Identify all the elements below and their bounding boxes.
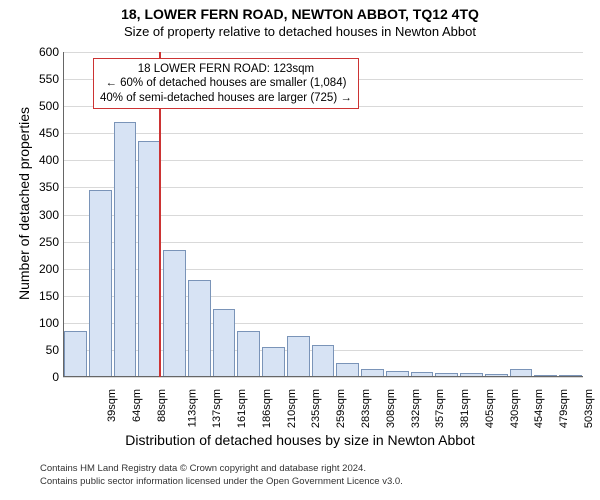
xtick-label: 332sqm [410,389,422,428]
histogram-bar [312,345,335,378]
ytick-label: 300 [19,208,59,222]
xtick-label: 283sqm [360,389,372,428]
xtick-label: 113sqm [186,389,198,427]
xtick-label: 405sqm [484,389,496,428]
x-axis-label: Distribution of detached houses by size … [0,432,600,448]
xtick-label: 137sqm [212,389,224,428]
ytick-label: 550 [19,72,59,86]
footnote-2: Contains public sector information licen… [40,476,403,487]
y-axis-line [63,52,64,377]
xtick-label: 430sqm [509,389,521,428]
xtick-label: 259sqm [335,389,347,428]
title-line-1: 18, LOWER FERN ROAD, NEWTON ABBOT, TQ12 … [0,6,600,22]
xtick-label: 308sqm [385,389,397,428]
callout-box: 18 LOWER FERN ROAD: 123sqm ← 60% of deta… [93,58,359,109]
ytick-label: 100 [19,316,59,330]
histogram-bar [163,250,186,377]
ytick-label: 400 [19,153,59,167]
ytick-label: 450 [19,126,59,140]
histogram-bar [237,331,260,377]
grid-line [63,133,583,134]
xtick-label: 186sqm [261,389,273,428]
xtick-label: 381sqm [459,389,471,428]
xtick-label: 39sqm [106,389,118,422]
xtick-label: 479sqm [558,389,570,428]
histogram-bar [287,336,310,377]
xtick-label: 210sqm [286,389,298,428]
xtick-label: 88sqm [156,389,168,422]
x-axis-line [63,376,583,377]
ytick-label: 350 [19,180,59,194]
title-line-2: Size of property relative to detached ho… [0,24,600,39]
histogram-bar [114,122,137,377]
footnote-1: Contains HM Land Registry data © Crown c… [40,463,366,474]
xtick-label: 64sqm [131,389,143,422]
histogram-bar [89,190,112,377]
callout-line-2: ← 60% of detached houses are smaller (1,… [100,76,352,90]
ytick-label: 500 [19,99,59,113]
ytick-label: 250 [19,235,59,249]
xtick-label: 161sqm [236,389,248,428]
xtick-label: 454sqm [533,389,545,428]
xtick-label: 235sqm [311,389,323,428]
histogram-bar [262,347,285,377]
histogram-bar [138,141,161,377]
grid-line [63,377,583,378]
ytick-label: 0 [19,370,59,384]
histogram-bar [188,280,211,378]
histogram-bar [213,309,236,377]
xtick-label: 357sqm [434,389,446,428]
callout-line-1: 18 LOWER FERN ROAD: 123sqm [100,62,352,76]
ytick-label: 200 [19,262,59,276]
histogram-bar [64,331,87,377]
ytick-label: 50 [19,343,59,357]
histogram-bar [336,363,359,377]
ytick-label: 150 [19,289,59,303]
callout-line-3: 40% of semi-detached houses are larger (… [100,91,352,105]
ytick-label: 600 [19,45,59,59]
xtick-label: 503sqm [583,389,595,428]
grid-line [63,52,583,53]
